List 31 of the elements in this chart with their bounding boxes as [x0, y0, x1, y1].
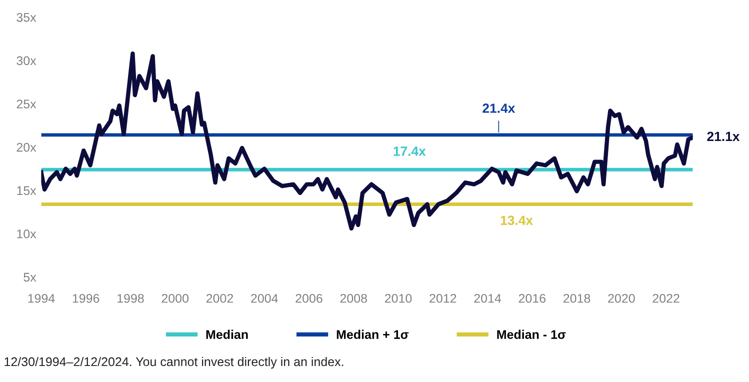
x-tick-label: 1998: [118, 294, 144, 303]
annotation: 21.4x: [482, 104, 516, 113]
legend-label: Median - 1σ: [497, 330, 566, 339]
legend-label: Median: [206, 330, 248, 339]
y-tick-label: 30x: [16, 56, 36, 66]
x-tick-label: 2002: [206, 294, 233, 303]
y-tick-label: 35x: [16, 12, 36, 22]
x-tick-label: 2014: [474, 294, 502, 303]
line-series: [41, 51, 693, 231]
x-tick-label: 2006: [296, 294, 322, 303]
x-tick-label: 2010: [384, 294, 412, 303]
x-tick-label: 1996: [72, 294, 100, 303]
x-tick-label: 2020: [608, 294, 635, 303]
x-tick-label: 2016: [518, 294, 546, 303]
legend-label: Median + 1σ: [336, 330, 409, 339]
annotation: 17.4x: [394, 146, 426, 156]
y-tick-label: 10x: [17, 229, 36, 238]
y-tick-label: 5x: [24, 272, 36, 282]
x-tick-label: 2018: [564, 294, 590, 303]
x-tick-label: 2004: [251, 294, 278, 303]
y-tick-label: 20x: [16, 142, 36, 152]
x-tick-label: 1994: [28, 294, 55, 303]
y-tick-label: 25x: [16, 100, 36, 108]
y-tick-label: 15x: [17, 186, 36, 196]
x-tick-label: 2022: [652, 294, 680, 303]
x-tick-label: 2012: [430, 294, 456, 303]
x-tick-label: 2008: [340, 294, 367, 303]
x-tick-label: 2000: [162, 294, 189, 303]
text: 12/30/1994–2/12/2024. You cannot invest directly in an index.: [4, 356, 344, 369]
annotation: 13.4x: [500, 216, 533, 226]
annotation: 21.1x: [707, 132, 740, 141]
